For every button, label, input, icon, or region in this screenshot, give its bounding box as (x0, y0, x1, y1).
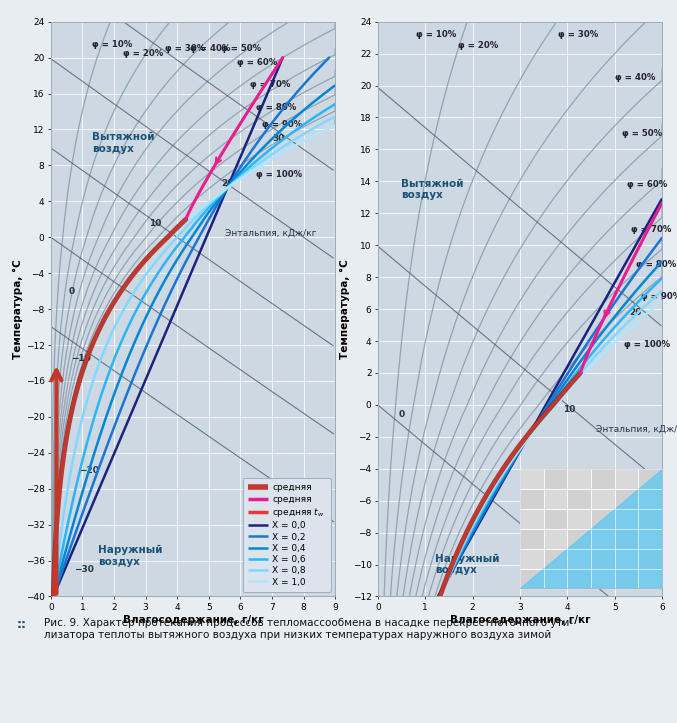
Text: φ = 60%: φ = 60% (627, 180, 667, 189)
Text: φ = 70%: φ = 70% (632, 225, 672, 234)
Text: φ = 80%: φ = 80% (256, 103, 297, 111)
Text: Энтальпия, кДж/кг: Энтальпия, кДж/кг (596, 424, 677, 433)
Text: Рис. 9. Характер протекания процессов тепломассообмена в насадке перекрестноточн: Рис. 9. Характер протекания процессов те… (44, 618, 573, 640)
Bar (591, 469, 615, 489)
Bar (615, 489, 638, 509)
Text: Наружный
воздух: Наружный воздух (435, 554, 499, 576)
Bar (591, 509, 615, 529)
Bar (638, 568, 662, 589)
Bar (591, 568, 615, 589)
Bar (567, 568, 591, 589)
Bar (544, 568, 567, 589)
Bar (567, 509, 591, 529)
Text: Энтальпия, кДж/кг: Энтальпия, кДж/кг (225, 228, 316, 237)
Text: φ = 70%: φ = 70% (250, 80, 290, 89)
Bar (544, 509, 567, 529)
X-axis label: Влагоседержание, г/кг: Влагоседержание, г/кг (450, 615, 590, 625)
Text: −10: −10 (71, 354, 91, 363)
Y-axis label: Температура, °С: Температура, °С (340, 260, 350, 359)
Text: Вытяжной
воздух: Вытяжной воздух (401, 179, 464, 200)
Text: 20: 20 (629, 308, 641, 317)
Bar (615, 509, 638, 529)
Legend: средняя, средняя, средняя $t_w$, X = 0,0, X = 0,2, X = 0,4, X = 0,6, X = 0,8, X : средняя, средняя, средняя $t_w$, X = 0,0… (242, 478, 330, 592)
Bar (544, 489, 567, 509)
Text: φ = 40%: φ = 40% (615, 73, 655, 82)
X-axis label: Влагосодержание, г/кг: Влагосодержание, г/кг (123, 615, 263, 625)
Text: φ = 30%: φ = 30% (165, 44, 204, 53)
Bar (544, 549, 567, 568)
Bar (591, 549, 615, 568)
Bar (638, 529, 662, 549)
Text: 10: 10 (563, 405, 575, 414)
Bar (544, 469, 567, 489)
Bar (638, 549, 662, 568)
Text: 30: 30 (272, 134, 284, 143)
Text: 20: 20 (221, 179, 234, 188)
Bar (520, 549, 544, 568)
Bar (638, 489, 662, 509)
Text: Вытяжной
воздух: Вытяжной воздух (92, 132, 154, 154)
Bar (638, 469, 662, 489)
Text: φ = 20%: φ = 20% (123, 48, 164, 58)
Text: φ = 90%: φ = 90% (640, 292, 677, 301)
Bar (520, 489, 544, 509)
Text: φ = 60%: φ = 60% (237, 58, 278, 67)
Bar (567, 469, 591, 489)
Bar (615, 568, 638, 589)
Bar (544, 529, 567, 549)
Text: φ = 100%: φ = 100% (256, 170, 302, 179)
Bar (567, 529, 591, 549)
Text: φ = 10%: φ = 10% (92, 40, 132, 48)
Bar (638, 509, 662, 529)
Text: φ = 100%: φ = 100% (624, 340, 670, 348)
Text: −30: −30 (74, 565, 94, 574)
Bar (615, 469, 638, 489)
Text: φ = 30%: φ = 30% (558, 30, 598, 39)
Bar (520, 509, 544, 529)
Bar (615, 529, 638, 549)
Bar (591, 489, 615, 509)
Text: Наружный
воздух: Наружный воздух (98, 545, 162, 567)
Text: φ = 90%: φ = 90% (263, 121, 303, 129)
Bar (567, 549, 591, 568)
Text: φ = 40%: φ = 40% (190, 44, 230, 53)
Y-axis label: Температура, °С: Температура, °С (13, 260, 23, 359)
Bar (520, 568, 544, 589)
Bar (567, 489, 591, 509)
Text: φ = 10%: φ = 10% (416, 30, 456, 39)
Text: 0: 0 (68, 286, 74, 296)
Bar (520, 469, 544, 489)
Bar (591, 529, 615, 549)
Bar (615, 549, 638, 568)
Bar (520, 529, 544, 549)
Text: φ = 50%: φ = 50% (221, 44, 261, 53)
Text: φ = 80%: φ = 80% (636, 260, 676, 269)
Text: 10: 10 (149, 219, 161, 228)
Text: φ = 20%: φ = 20% (458, 41, 498, 50)
Text: φ = 50%: φ = 50% (621, 129, 662, 138)
Text: −20: −20 (79, 466, 99, 475)
Text: 0: 0 (399, 410, 406, 419)
Polygon shape (520, 469, 662, 589)
Text: ::: :: (17, 618, 27, 631)
